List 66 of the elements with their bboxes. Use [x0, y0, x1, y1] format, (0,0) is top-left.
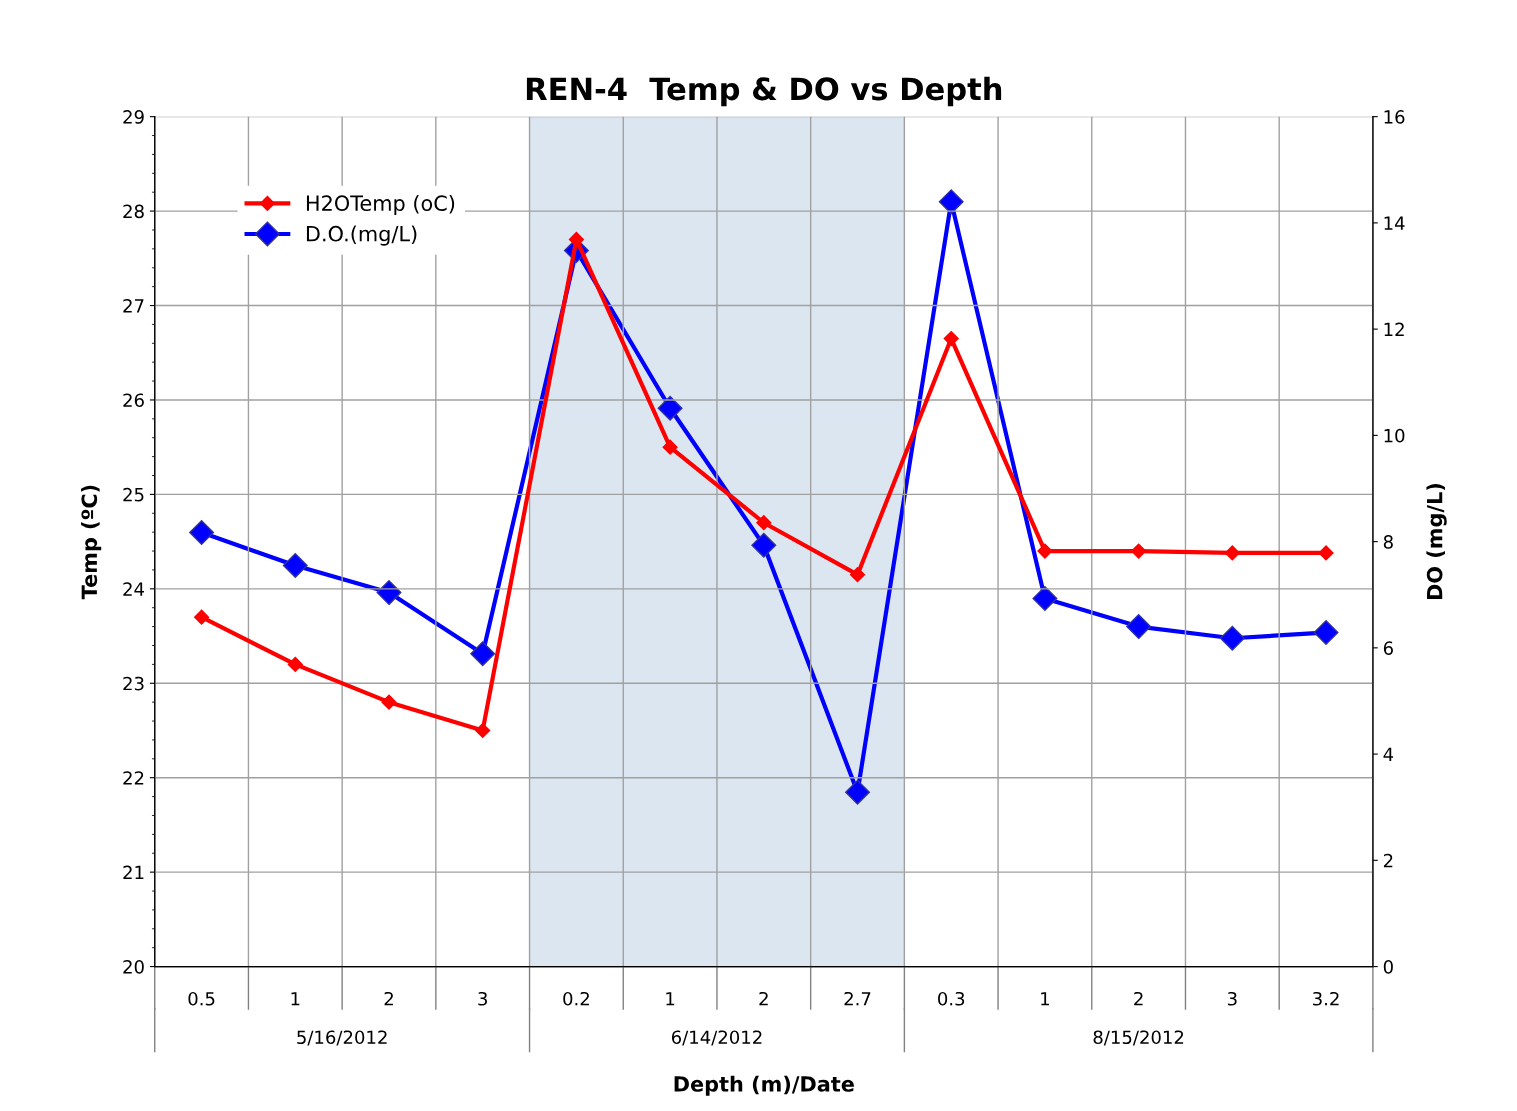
y-tick-label: 25	[123, 487, 144, 502]
y-tick-label: 20	[123, 960, 144, 974]
text: 8/15/2012	[1093, 1030, 1184, 1046]
y-axis-title: Temp (ºC)	[81, 485, 102, 600]
text: 5/16/2012	[297, 1030, 387, 1046]
x-tick-label: 2	[1134, 991, 1143, 1006]
y-tick-label: 29	[123, 110, 144, 124]
point	[1032, 585, 1058, 611]
point	[849, 567, 866, 583]
point	[1131, 543, 1147, 559]
x-tick-label: 2.7	[844, 991, 871, 1006]
x-tick-label: 2	[384, 991, 393, 1006]
y2-tick-label: 10	[1384, 428, 1405, 443]
point	[376, 580, 402, 606]
y2-tick-label: 2	[1383, 853, 1393, 868]
point	[751, 532, 777, 558]
y2-tick-label: 6	[1383, 641, 1393, 655]
y2-tick-label: 12	[1384, 322, 1404, 336]
point	[282, 553, 308, 578]
x-tick-label: 1	[291, 992, 300, 1006]
x-tick-label: 0.2	[563, 991, 589, 1006]
point	[470, 641, 496, 667]
x-tick-label: 1	[666, 992, 675, 1006]
y2-tick-label: 16	[1384, 110, 1405, 124]
x-tick-label: 3	[478, 991, 487, 1006]
chart-title: REN-4 Temp & DO vs Depth	[526, 76, 1002, 107]
text: 6/14/2012	[671, 1030, 762, 1046]
y2-tick-label: 4	[1383, 747, 1394, 761]
y-tick-label: 24	[123, 582, 144, 596]
point	[938, 189, 964, 215]
y2-axis-title: DO (mg/L)	[1426, 484, 1447, 600]
y-tick-label: 27	[123, 298, 144, 313]
point	[568, 231, 584, 247]
point	[756, 515, 772, 531]
y-tick-label: 28	[123, 204, 144, 219]
point	[662, 439, 678, 455]
point	[1318, 545, 1334, 561]
point	[1313, 619, 1339, 645]
point	[845, 779, 870, 805]
point	[1037, 543, 1053, 559]
x-tick-label: 1	[1041, 992, 1049, 1006]
x-tick-label: 2	[759, 991, 768, 1006]
legend-label: D.O.(mg/L)	[306, 225, 417, 246]
y-tick-label: 22	[123, 771, 144, 785]
point	[381, 694, 397, 710]
x-tick-label: 0.3	[938, 991, 965, 1006]
point	[943, 331, 959, 347]
x-tick-label: 3.2	[1313, 991, 1339, 1006]
point	[1126, 614, 1152, 640]
y-tick-label: 21	[123, 865, 144, 879]
point	[657, 395, 683, 421]
y-tick-label: 23	[123, 676, 144, 691]
point	[1224, 545, 1240, 561]
x-tick-label: 3	[1227, 991, 1237, 1006]
y2-tick-label: 8	[1383, 535, 1393, 549]
point	[287, 656, 303, 672]
point	[1219, 625, 1245, 651]
y2-tick-label: 0	[1383, 960, 1393, 974]
y-tick-label: 26	[123, 393, 144, 408]
y2-tick-label: 14	[1384, 216, 1405, 230]
point	[189, 520, 215, 546]
legend-label: H2OTemp (oC)	[306, 194, 455, 216]
point	[475, 722, 491, 739]
x-axis-title: Depth (m)/Date	[674, 1075, 854, 1096]
point	[194, 609, 210, 625]
x-tick-label: 0.5	[188, 991, 215, 1006]
